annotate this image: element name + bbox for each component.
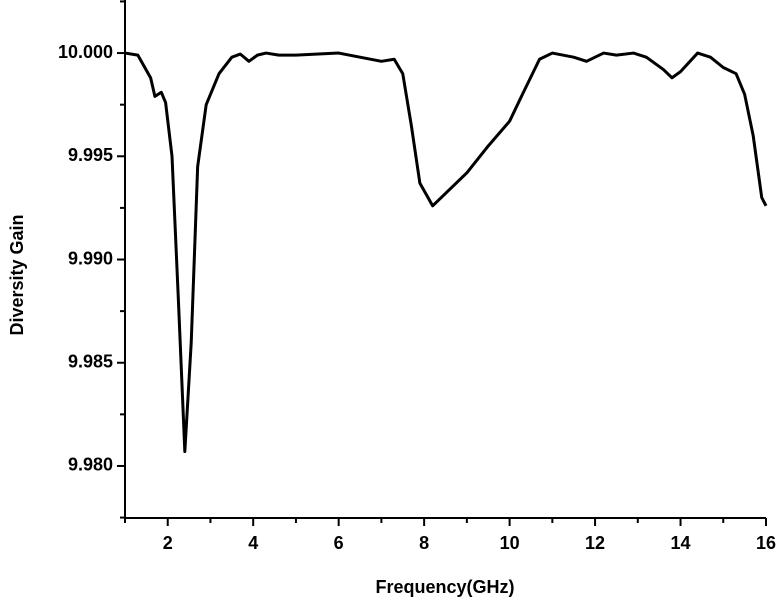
y-tick-label: 9.980 [68,455,113,475]
x-tick-label: 8 [419,533,429,553]
data-line [124,51,768,454]
x-axis-label: Frequency(GHz) [375,577,514,597]
x-tick-label: 16 [756,533,776,553]
x-tick-label: 4 [248,533,258,553]
y-axis-label: Diversity Gain [7,214,27,335]
x-tick-label: 6 [334,533,344,553]
x-tick-label: 14 [671,533,691,553]
x-tick-label: 10 [500,533,520,553]
y-tick-label: 9.985 [68,351,113,371]
y-tick-label: 10.000 [58,42,113,62]
x-tick-label: 12 [585,533,605,553]
y-tick-label: 9.990 [68,248,113,268]
x-tick-label: 2 [163,533,173,553]
y-tick-label: 9.995 [68,145,113,165]
